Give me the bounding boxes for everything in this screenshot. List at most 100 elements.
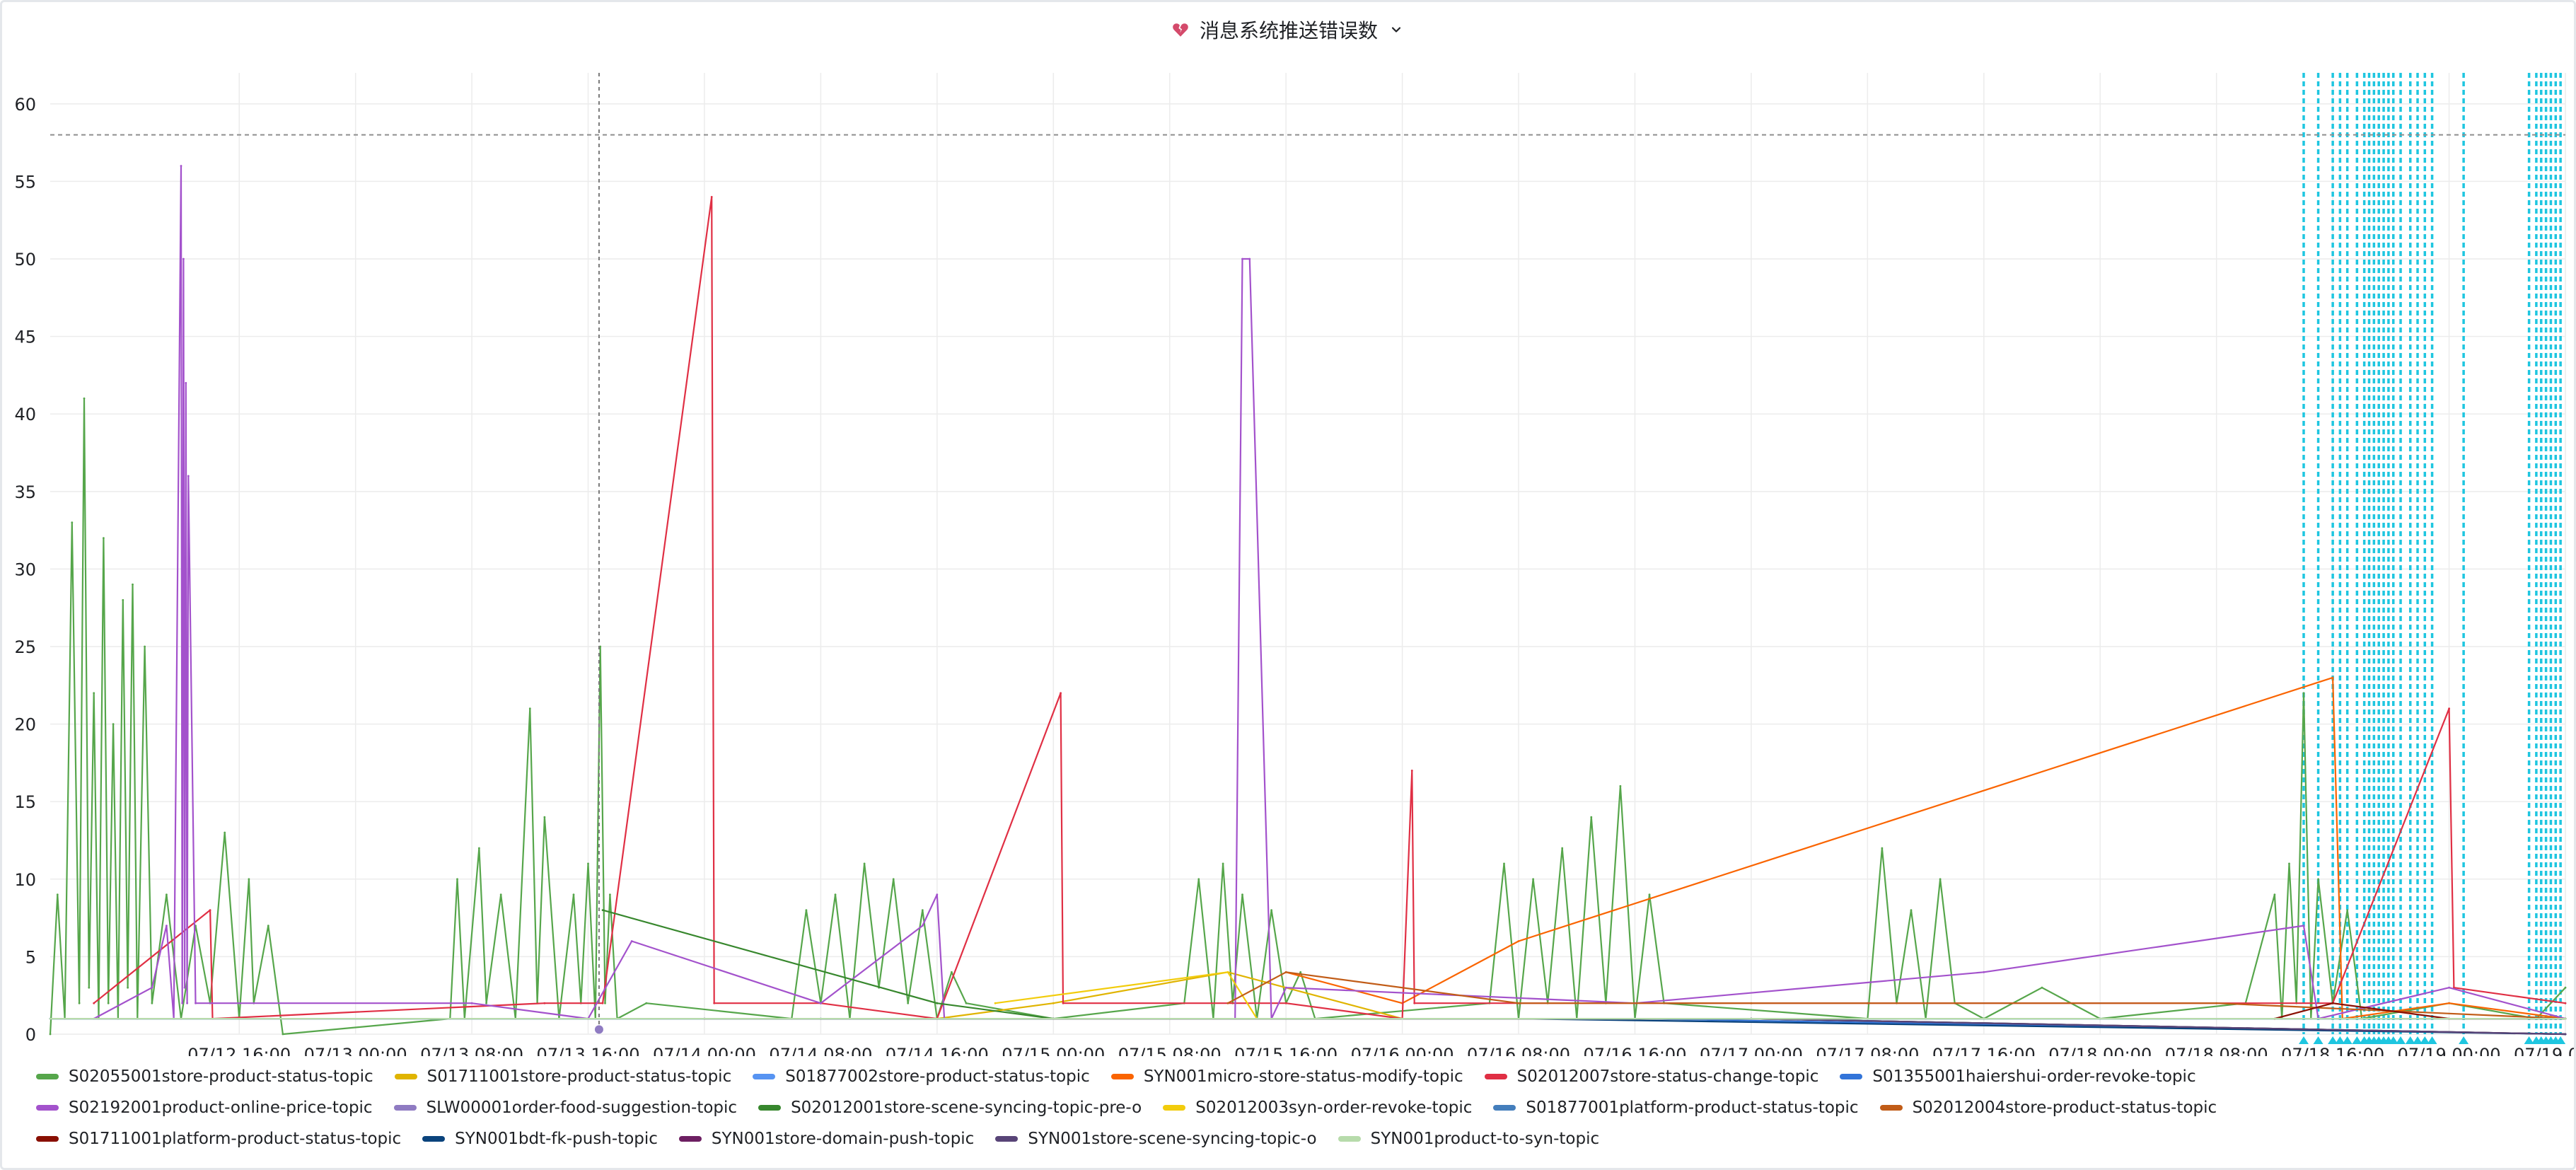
annotation-marker[interactable] — [2427, 1036, 2437, 1044]
legend-swatch — [36, 1136, 59, 1142]
legend-item[interactable]: S01711001store-product-status-topic — [394, 1067, 732, 1087]
data-point — [103, 537, 105, 539]
data-point — [2041, 986, 2043, 989]
data-point — [834, 893, 837, 896]
annotations[interactable] — [2299, 73, 2566, 1044]
data-point — [71, 521, 74, 524]
legend-item[interactable]: S02192001product-online-price-topic — [36, 1098, 373, 1118]
chevron-down-icon[interactable] — [1388, 21, 1405, 38]
data-point — [2215, 1002, 2218, 1004]
legend-label: SYN001bdt-fk-push-topic — [455, 1130, 658, 1148]
legend-item[interactable]: SYN001bdt-fk-push-topic — [422, 1129, 658, 1149]
data-point — [282, 1033, 284, 1036]
legend-item[interactable]: S01877001platform-product-status-topic — [1493, 1098, 1859, 1118]
data-point — [1590, 816, 1593, 818]
data-point — [2288, 862, 2290, 865]
data-point — [166, 925, 168, 927]
annotation-marker[interactable] — [2313, 1036, 2323, 1044]
legend-item[interactable]: S01355001haiershui-order-revoke-topic — [1840, 1067, 2196, 1087]
annotation-marker[interactable] — [2328, 1036, 2338, 1044]
grid — [50, 73, 2566, 1035]
x-tick-label: 07/14 00:00 — [653, 1045, 756, 1056]
series-line-0[interactable] — [49, 398, 2566, 1036]
legend-item[interactable]: SYN001product-to-syn-topic — [1338, 1129, 1600, 1149]
legend-item[interactable]: SYN001micro-store-status-modify-topic — [1110, 1067, 1463, 1087]
x-tick-label: 07/17 16:00 — [1932, 1045, 2036, 1056]
panel-header[interactable]: 消息系统推送错误数 — [2, 12, 2574, 47]
data-point — [224, 831, 226, 834]
data-point — [1270, 909, 1272, 911]
legend-item[interactable]: S02055001store-product-status-topic — [36, 1067, 373, 1087]
annotation-marker[interactable] — [2388, 1036, 2398, 1044]
data-point — [83, 397, 86, 400]
panel-title[interactable]: 消息系统推送错误数 — [1199, 19, 1378, 42]
annotation-marker[interactable] — [2396, 1036, 2406, 1044]
data-point — [1648, 893, 1651, 896]
legend-item[interactable]: S01877002store-product-status-topic — [753, 1067, 1090, 1087]
data-point — [892, 878, 895, 881]
data-point — [1983, 971, 1985, 973]
annotation-marker[interactable] — [2413, 1036, 2423, 1044]
annotation-marker[interactable] — [2299, 1036, 2309, 1044]
x-tick-label: 07/12 16:00 — [187, 1045, 291, 1056]
annotation-marker[interactable] — [2420, 1036, 2430, 1044]
data-point — [907, 1002, 910, 1004]
legend-item[interactable]: S02012003syn-order-revoke-topic — [1163, 1098, 1472, 1118]
y-tick-label: 35 — [14, 482, 36, 502]
annotation-marker[interactable] — [2555, 1036, 2566, 1044]
data-point — [1284, 1002, 1287, 1004]
data-point — [93, 1002, 95, 1004]
y-tick-label: 60 — [14, 95, 36, 115]
data-point — [2331, 676, 2334, 679]
annotation-marker[interactable] — [2405, 1036, 2415, 1044]
series-line-4[interactable] — [93, 196, 2566, 1020]
legend-label: S02012004store-product-status-topic — [1912, 1099, 2217, 1117]
legend: S02055001store-product-status-topic S0171… — [36, 1067, 2540, 1149]
legend-label: SYN001product-to-syn-topic — [1370, 1130, 1600, 1148]
data-point — [485, 1002, 487, 1004]
data-point — [1413, 1002, 1416, 1004]
data-point — [1060, 692, 1062, 695]
data-point — [965, 1002, 968, 1004]
data-point — [478, 847, 480, 850]
legend-item[interactable]: S02012007store-status-change-topic — [1484, 1067, 1818, 1087]
series-line-6[interactable] — [93, 165, 2566, 1020]
series-line-11[interactable] — [1227, 971, 2566, 1020]
annotation-marker[interactable] — [2335, 1036, 2345, 1044]
data-point — [183, 986, 186, 989]
legend-swatch — [753, 1074, 776, 1079]
data-point — [2331, 1002, 2334, 1004]
legend-item[interactable]: S01711001platform-product-status-topic — [36, 1129, 401, 1149]
data-point — [863, 862, 866, 865]
legend-swatch — [995, 1136, 1019, 1142]
legend-item[interactable]: SYN001store-scene-syncing-topic-o — [995, 1129, 1317, 1149]
series-line-9[interactable] — [994, 971, 1258, 1019]
x-tick-label: 07/13 16:00 — [537, 1045, 640, 1056]
overlay — [50, 73, 2565, 1034]
legend-swatch — [1493, 1105, 1516, 1111]
legend-label: S01711001platform-product-status-topic — [69, 1130, 402, 1148]
data-point — [2317, 878, 2320, 881]
legend-item[interactable]: SYN001store-domain-push-topic — [678, 1129, 974, 1149]
annotation-marker[interactable] — [2352, 1036, 2362, 1044]
y-tick-label: 50 — [14, 250, 36, 270]
annotation-marker[interactable] — [2524, 1036, 2534, 1044]
data-point — [1401, 1017, 1403, 1020]
legend-item[interactable]: S02012001store-scene-syncing-topic-pre-o — [758, 1098, 1142, 1118]
data-point — [572, 893, 575, 896]
legend-item[interactable]: S02012004store-product-status-topic — [1879, 1098, 2217, 1118]
legend-swatch — [1338, 1136, 1361, 1142]
annotation-marker[interactable] — [2342, 1036, 2352, 1044]
legend-label: SYN001store-scene-syncing-topic-o — [1028, 1130, 1317, 1148]
legend-label: S02055001store-product-status-topic — [69, 1067, 373, 1086]
data-point — [1284, 986, 1287, 989]
y-tick-label: 0 — [25, 1025, 36, 1045]
legend-item[interactable]: SLW00001order-food-suggestion-topic — [393, 1098, 737, 1118]
annotation-marker[interactable] — [2459, 1036, 2469, 1044]
data-point — [49, 1017, 52, 1020]
legend-label: S01711001store-product-status-topic — [427, 1067, 732, 1086]
series[interactable] — [49, 165, 2567, 1036]
data-point — [181, 1002, 184, 1004]
series-line-5[interactable] — [588, 1018, 2566, 1036]
